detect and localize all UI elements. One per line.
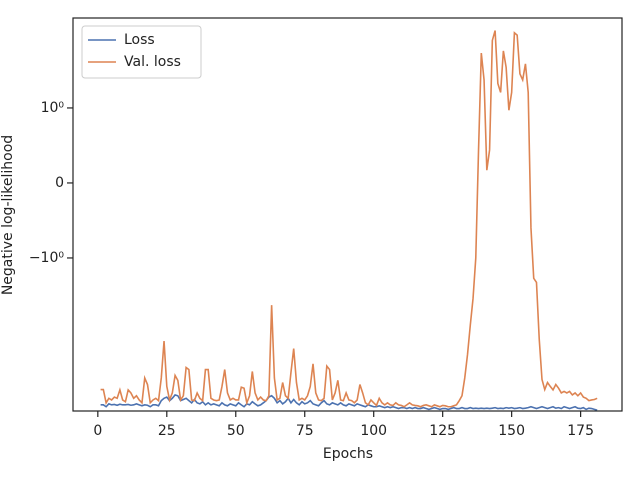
x-tick-label: 75: [296, 423, 314, 439]
x-tick-label: 125: [429, 423, 456, 439]
y-tick-label: −10⁰: [29, 250, 65, 266]
x-tick-label: 0: [93, 423, 102, 439]
series-line: [100, 394, 598, 411]
x-tick-label: 25: [158, 423, 176, 439]
x-tick-label: 175: [567, 423, 594, 439]
legend-box: [81, 25, 202, 79]
x-tick-label: 50: [227, 423, 245, 439]
y-axis-label: Negative log-likelihood: [0, 135, 16, 295]
y-tick-label: 0: [55, 175, 64, 191]
x-axis-label: Epochs: [323, 446, 373, 462]
x-tick-label: 150: [498, 423, 525, 439]
y-tick-label: 10⁰: [41, 100, 65, 116]
legend-label: Loss: [124, 32, 155, 48]
x-tick-label: 100: [360, 423, 387, 439]
series-line: [100, 30, 598, 408]
axes-frame: [72, 17, 623, 412]
legend-label: Val. loss: [124, 54, 181, 70]
